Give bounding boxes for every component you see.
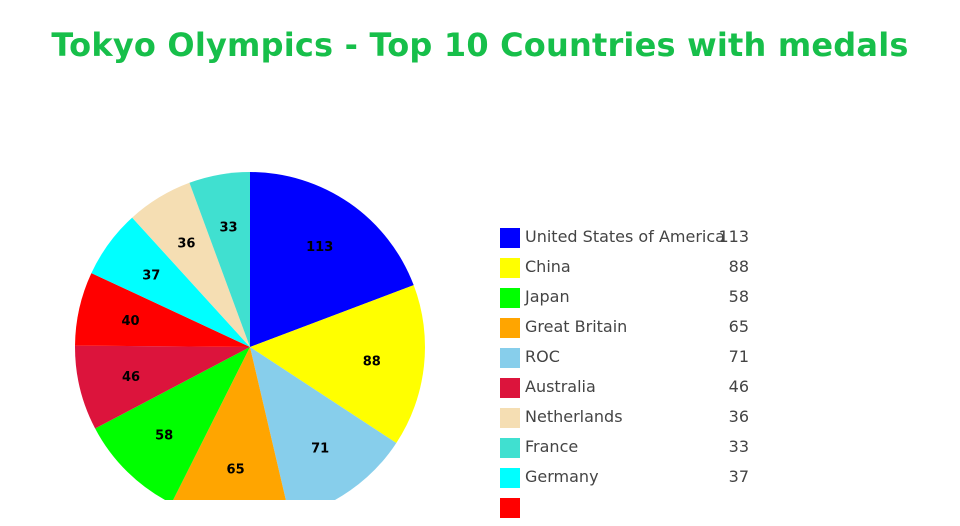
pie-slice <box>91 217 250 347</box>
legend-item[interactable]: China 88 <box>500 256 760 286</box>
legend-swatch <box>500 228 520 248</box>
slice-label: 33 <box>219 220 237 235</box>
pie-slice <box>189 172 250 347</box>
legend-item[interactable]: France 33 <box>500 436 760 466</box>
slice-label: 46 <box>122 370 140 385</box>
legend-item[interactable]: Germany 37 <box>500 466 760 496</box>
pie-slice <box>95 347 250 500</box>
pie-chart: 113 88 71 65 58 46 40 37 36 33 <box>75 172 425 500</box>
legend-label: ROC <box>525 347 560 366</box>
legend-value: 88 <box>728 257 749 276</box>
legend-item[interactable]: Japan 58 <box>500 286 760 316</box>
legend-label: France <box>525 437 579 456</box>
pie-slice <box>250 285 425 443</box>
legend-value: 37 <box>728 467 749 486</box>
legend-item[interactable]: ROC 71 <box>500 346 760 376</box>
slice-label: 36 <box>177 236 195 251</box>
legend-swatch <box>500 318 520 338</box>
legend-label: Australia <box>525 377 596 396</box>
legend-swatch <box>500 288 520 308</box>
legend-value: 113 <box>718 227 749 246</box>
pie-slice <box>75 273 250 347</box>
pie-slice <box>75 345 250 429</box>
legend-item[interactable]: Australia 46 <box>500 376 760 406</box>
legend-value: 36 <box>728 407 749 426</box>
legend-value: 71 <box>728 347 749 366</box>
slice-label: 113 <box>306 240 333 255</box>
legend-value: 33 <box>728 437 749 456</box>
pie-slice <box>173 347 286 500</box>
pie-slice <box>250 347 397 500</box>
legend-swatch <box>500 468 520 488</box>
pie-slice <box>132 182 250 347</box>
legend-item[interactable]: United States of America 113 <box>500 226 760 256</box>
slice-label: 88 <box>363 354 381 369</box>
legend-label: China <box>525 257 571 276</box>
slice-label: 58 <box>155 428 173 443</box>
legend-swatch <box>500 498 520 518</box>
legend-label: United States of America <box>525 227 725 246</box>
legend: United States of America 113 China 88 Japan 5… <box>500 226 760 526</box>
legend-label: Japan <box>525 287 570 306</box>
legend-value: 58 <box>728 287 749 306</box>
legend-label: Germany <box>525 467 599 486</box>
legend-label: Netherlands <box>525 407 623 426</box>
legend-value: 46 <box>728 377 749 396</box>
slice-label: 40 <box>121 314 139 329</box>
legend-swatch <box>500 258 520 278</box>
legend-item[interactable]: Netherlands 36 <box>500 406 760 436</box>
legend-swatch <box>500 348 520 368</box>
slice-label: 71 <box>311 441 329 456</box>
legend-item[interactable]: Great Britain 65 <box>500 316 760 346</box>
legend-value: 65 <box>728 317 749 336</box>
legend-swatch <box>500 378 520 398</box>
slice-label: 65 <box>227 463 245 478</box>
legend-swatch <box>500 438 520 458</box>
legend-swatch <box>500 408 520 428</box>
legend-label: Great Britain <box>525 317 628 336</box>
legend-item[interactable] <box>500 496 760 526</box>
slice-label: 37 <box>142 268 160 283</box>
chart-title: Tokyo Olympics - Top 10 Countries with m… <box>51 26 909 64</box>
pie-slice <box>250 172 414 347</box>
